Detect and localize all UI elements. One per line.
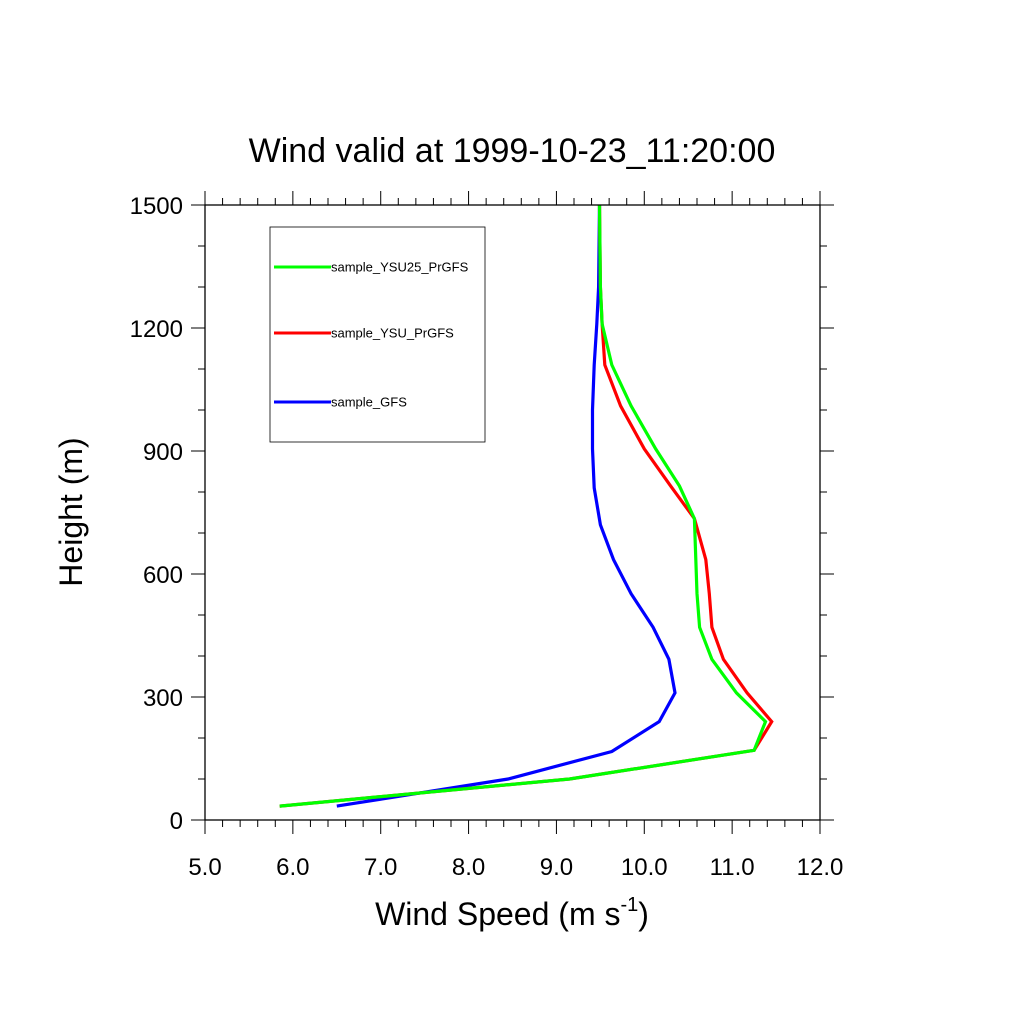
y-tick-label: 900 — [143, 439, 183, 466]
legend-label: sample_YSU_PrGFS — [331, 326, 454, 341]
axis-ticks — [191, 191, 834, 834]
x-tick-label: 6.0 — [276, 854, 309, 881]
legend-label: sample_GFS — [331, 395, 407, 410]
x-tick-label: 11.0 — [710, 854, 755, 881]
x-tick-label: 8.0 — [452, 854, 485, 881]
x-tick-label: 5.0 — [188, 854, 221, 881]
x-axis-label-end: ) — [638, 896, 649, 932]
plot-frame — [204, 204, 821, 821]
x-tick-label: 9.0 — [540, 854, 573, 881]
legend-label: sample_YSU25_PrGFS — [331, 260, 469, 275]
y-tick-label: 1200 — [130, 316, 183, 343]
tick-labels: 5.0 6.0 7.0 8.0 9.0 10.0 11.0 12.0 0 300 600 900 120… — [130, 193, 844, 881]
series-line-sample_YSU25_PrGFS — [279, 204, 768, 808]
y-tick-label: 0 — [170, 808, 183, 835]
y-tick-label: 600 — [143, 562, 183, 589]
x-tick-label: 10.0 — [621, 854, 668, 881]
x-tick-label: 7.0 — [364, 854, 397, 881]
y-tick-label: 1500 — [130, 193, 183, 220]
x-tick-label: 12.0 — [797, 854, 844, 881]
legend: sample_YSU25_PrGFS sample_YSU_PrGFSsample… — [269, 226, 486, 443]
series-line-sample_GFS — [336, 204, 677, 808]
x-axis-label-sup: -1 — [620, 894, 638, 916]
series-group — [279, 204, 774, 808]
y-tick-label: 300 — [143, 685, 183, 712]
x-axis-label-main: Wind Speed (m s — [375, 896, 620, 932]
series-line-sample_YSU_PrGFS — [279, 204, 774, 808]
x-axis-label: Wind Speed (m s-1) — [375, 894, 649, 932]
y-axis-label: Height (m) — [53, 437, 89, 586]
chart-title: Wind valid at 1999-10-23_11:20:00 — [249, 132, 776, 170]
